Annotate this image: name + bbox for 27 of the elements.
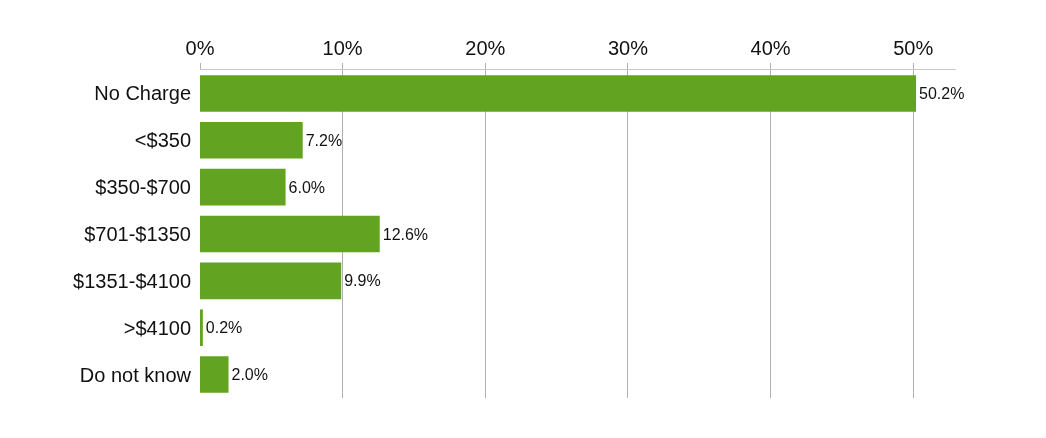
x-tick-label: 50% (893, 37, 934, 59)
data-label: 6.0% (288, 178, 326, 196)
y-tick-label: $701-$1350 (84, 223, 191, 245)
x-tick-label: 20% (465, 37, 506, 59)
bar (200, 215, 380, 253)
bar (200, 262, 342, 300)
bar (200, 168, 286, 206)
y-tick-label: >$4100 (123, 316, 191, 339)
x-tick-label: 40% (750, 37, 791, 59)
data-label: 2.0% (231, 366, 268, 384)
bar (200, 309, 203, 346)
y-tick-label: $350-$700 (95, 176, 191, 199)
y-tick-label: <$350 (134, 129, 191, 152)
bar (200, 75, 917, 112)
bar (200, 356, 229, 393)
data-label: 9.9% (344, 272, 381, 290)
data-label: 12.6% (382, 225, 429, 243)
x-tick-label: 30% (607, 37, 649, 59)
x-tick-label: 0% (185, 37, 215, 59)
data-label: 7.2% (305, 131, 343, 149)
x-tick-label: 10% (322, 37, 363, 59)
data-label: 50.2% (919, 84, 965, 102)
y-tick-label: $1351-$4100 (73, 269, 191, 292)
bar (200, 122, 303, 159)
data-label: 0.2% (205, 319, 243, 337)
y-tick-label: No Charge (94, 82, 191, 105)
y-tick-label: Do not know (79, 363, 192, 386)
